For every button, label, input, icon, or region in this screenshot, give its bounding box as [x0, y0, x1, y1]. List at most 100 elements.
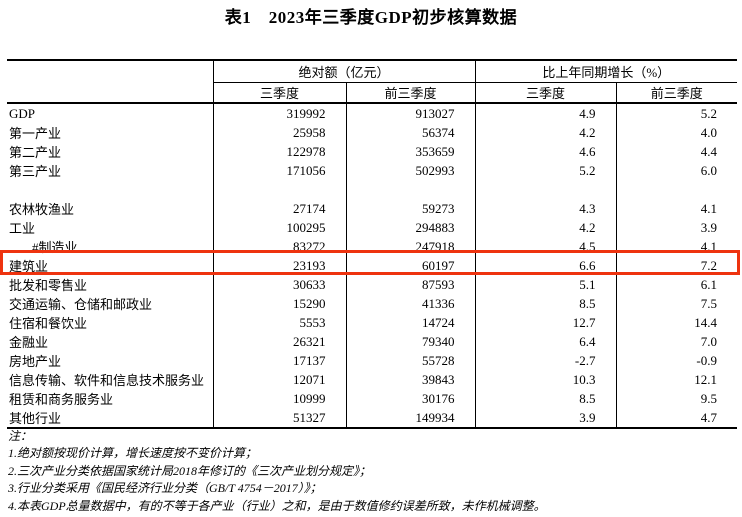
cell-abs-q3: 100295 [212, 218, 346, 237]
table-row: 建筑业 23193 60197 6.6 7.2 [7, 256, 738, 275]
cell-growth-q3 [474, 180, 617, 199]
row-label: #制造业 [32, 240, 78, 255]
cell-abs-ytd: 14724 [345, 313, 476, 332]
group-header-row: 绝对额（亿元） 比上年同期增长（%） [7, 60, 738, 104]
cell-abs-ytd: 502993 [345, 161, 476, 180]
table-row: 信息传输、软件和信息技术服务业 12071 39843 10.3 12.1 [7, 370, 738, 389]
row-label: 批发和零售业 [9, 278, 88, 293]
notes-heading: 注： [8, 429, 33, 443]
table-row: 第一产业 25958 56374 4.2 4.0 [7, 123, 738, 142]
table-row: 房地产业 17137 55728 -2.7 -0.9 [7, 351, 738, 370]
cell-abs-ytd: 41336 [345, 294, 476, 313]
table-row: #制造业 83272 247918 4.5 4.1 [7, 237, 738, 256]
sub-header-growth-q3: 三季度 [474, 82, 617, 104]
row-label: 工业 [9, 221, 36, 236]
cell-growth-ytd: 7.0 [615, 332, 738, 351]
cell-abs-ytd: 59273 [345, 199, 476, 218]
cell-growth-ytd [615, 180, 738, 199]
table-row: 金融业 26321 79340 6.4 7.0 [7, 332, 738, 351]
cell-abs-q3: 25958 [212, 123, 346, 142]
spacer-row [7, 180, 738, 199]
cell-growth-ytd: 4.7 [615, 408, 738, 428]
table-row: 工业 100295 294883 4.2 3.9 [7, 218, 738, 237]
cell-abs-ytd: 39843 [345, 370, 476, 389]
cell-growth-ytd: 12.1 [615, 370, 738, 389]
sub-header-growth-ytd: 前三季度 [615, 82, 738, 104]
cell-growth-q3: -2.7 [474, 351, 617, 370]
table-header: 绝对额（亿元） 比上年同期增长（%） 三季度 前三季度 三季度 前三季度 [7, 60, 738, 104]
cell-abs-ytd: 79340 [345, 332, 476, 351]
note-item-3: 3.行业分类采用《国民经济行业分类（GB/T 4754－2017）》； [8, 481, 322, 496]
cell-growth-q3: 5.2 [474, 161, 617, 180]
cell-abs-q3: 27174 [212, 199, 346, 218]
cell-abs-q3: 15290 [212, 294, 346, 313]
table-row: GDP 319992 913027 4.9 5.2 [7, 103, 738, 123]
cell-abs-ytd: 55728 [345, 351, 476, 370]
cell-abs-q3: 23193 [212, 256, 346, 275]
cell-abs-ytd: 247918 [345, 237, 476, 256]
table-body: GDP 319992 913027 4.9 5.2 第一产业 25958 56374 4.2 4.… [7, 103, 738, 428]
cell-growth-ytd: 7.2 [615, 256, 738, 275]
row-label: 房地产业 [9, 354, 62, 369]
cell-abs-q3: 30633 [212, 275, 346, 294]
cell-growth-q3: 4.2 [474, 218, 617, 237]
cell-growth-ytd: 6.1 [615, 275, 738, 294]
cell-growth-ytd: 4.1 [615, 199, 738, 218]
group-header-growth: 比上年同期增长（%） [474, 60, 738, 83]
cell-abs-ytd: 87593 [345, 275, 476, 294]
cell-growth-q3: 4.6 [474, 142, 617, 161]
cell-growth-q3: 4.3 [474, 199, 617, 218]
cell-abs-ytd: 149934 [345, 408, 476, 428]
cell-abs-ytd [345, 180, 476, 199]
cell-growth-ytd: 4.1 [615, 237, 738, 256]
cell-abs-ytd: 30176 [345, 389, 476, 408]
cell-abs-ytd: 56374 [345, 123, 476, 142]
sub-header-abs-ytd: 前三季度 [345, 82, 476, 104]
table-row: 第二产业 122978 353659 4.6 4.4 [7, 142, 738, 161]
row-label [7, 180, 213, 199]
row-label: 信息传输、软件和信息技术服务业 [9, 373, 205, 388]
row-label: 农林牧渔业 [9, 202, 75, 217]
cell-abs-q3: 319992 [212, 103, 346, 123]
cell-growth-q3: 6.6 [474, 256, 617, 275]
cell-growth-q3: 6.4 [474, 332, 617, 351]
cell-abs-q3: 26321 [212, 332, 346, 351]
page-title: 表1 2023年三季度GDP初步核算数据 [224, 8, 518, 27]
cell-growth-ytd: 3.9 [615, 218, 738, 237]
gdp-table: 绝对额（亿元） 比上年同期增长（%） 三季度 前三季度 三季度 前三季度 GDP… [7, 59, 738, 429]
cell-growth-q3: 4.2 [474, 123, 617, 142]
cell-growth-ytd: 9.5 [615, 389, 738, 408]
cell-growth-q3: 10.3 [474, 370, 617, 389]
row-label: 建筑业 [9, 259, 49, 274]
cell-abs-q3: 12071 [212, 370, 346, 389]
table-row: 农林牧渔业 27174 59273 4.3 4.1 [7, 199, 738, 218]
cell-abs-ytd: 294883 [345, 218, 476, 237]
cell-abs-ytd: 353659 [345, 142, 476, 161]
sub-header-row: 三季度 前三季度 三季度 前三季度 [7, 82, 738, 104]
cell-growth-q3: 5.1 [474, 275, 617, 294]
row-label: 交通运输、仓储和邮政业 [9, 297, 153, 312]
cell-growth-ytd: 6.0 [615, 161, 738, 180]
row-label-header [7, 60, 213, 104]
row-label: 住宿和餐饮业 [9, 316, 88, 331]
cell-growth-q3: 4.5 [474, 237, 617, 256]
cell-abs-q3: 83272 [212, 237, 346, 256]
note-item-4: 4.本表GDP总量数据中，有的不等于各产业（行业）之和，是由于数值修约误差所致，… [8, 498, 546, 513]
notes: 注： 1.绝对额按现价计算，增长速度按不变价计算； 2.三次产业分类依据国家统计… [8, 428, 728, 515]
row-label: 租赁和商务服务业 [9, 392, 114, 407]
cell-growth-q3: 8.5 [474, 389, 617, 408]
cell-abs-q3: 10999 [212, 389, 346, 408]
row-label: GDP [9, 105, 36, 121]
note-item-1: 1.绝对额按现价计算，增长速度按不变价计算； [8, 446, 258, 461]
cell-growth-ytd: 14.4 [615, 313, 738, 332]
cell-abs-ytd: 60197 [345, 256, 476, 275]
cell-growth-ytd: -0.9 [615, 351, 738, 370]
table-row: 其他行业 51327 149934 3.9 4.7 [7, 408, 738, 428]
cell-abs-ytd: 913027 [345, 103, 476, 123]
table-row: 租赁和商务服务业 10999 30176 8.5 9.5 [7, 389, 738, 408]
row-label: 金融业 [9, 335, 49, 350]
row-label: 其他行业 [9, 411, 62, 426]
row-label: 第二产业 [9, 145, 62, 160]
table-row: 住宿和餐饮业 5553 14724 12.7 14.4 [7, 313, 738, 332]
